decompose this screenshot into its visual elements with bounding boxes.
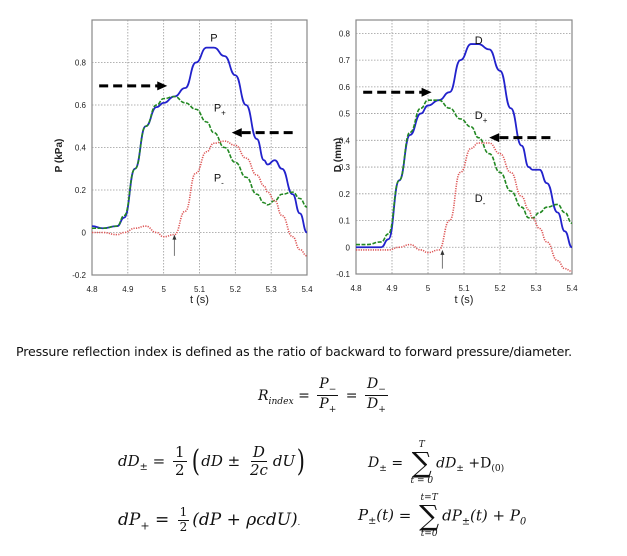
series-line-Dminus — [356, 142, 573, 273]
y-tick-label: -0.2 — [72, 271, 86, 280]
x-tick-label: 5.3 — [530, 284, 542, 293]
x-tick-label: 4.8 — [350, 284, 362, 293]
x-tick-label: 5.4 — [566, 284, 578, 293]
x-tick-label: 5.3 — [266, 285, 278, 294]
rindex-equation: Rindex = P− P+ = D− D+ — [258, 376, 388, 416]
y-tick-label: 0.7 — [339, 56, 351, 65]
y-tick-label: 0.8 — [339, 29, 351, 38]
y-tick-label: 0.1 — [339, 217, 351, 226]
x-tick-label: 5 — [426, 284, 431, 293]
x-tick-label: 5 — [161, 285, 166, 294]
dD-equation: dD± = 1 2(dD ± D 2c dU) — [118, 443, 306, 480]
y-tick-label: 0.4 — [339, 136, 351, 145]
y-tick-label: 0.6 — [75, 101, 87, 110]
dP-equation: dP+ = 1 2 (dP + ρcdU). — [118, 505, 301, 534]
D-sum-equation: D± = T ∑ t = 0 dD± +D(0) — [368, 440, 505, 486]
charts-area: 4.8 4.9 5 5.1 5.2 5.3 5.4 -0.2 0 0.2 0.4 0.6 0.8 P (k… — [54, 19, 578, 306]
series-line-D — [355, 43, 573, 249]
y-tick-label: 0 — [82, 229, 87, 238]
y-tick-label: -0.1 — [336, 270, 350, 279]
y-tick-label: 0.4 — [75, 144, 87, 153]
diameter-chart: 4.8 4.9 5 5.1 5.2 5.3 5.4 -0.1 0 0.1 0.2 0.3 0.4 0.5 0… — [333, 19, 578, 306]
x-axis-label: t (s) — [190, 294, 209, 306]
P-sum-equation: P±(t) = t=T ∑ t=0 dP±(t) + P0 — [358, 493, 527, 539]
arrow-head-icon — [489, 133, 500, 143]
p-ratio: P− P+ — [317, 376, 339, 416]
x-tick-label: 5.2 — [230, 285, 242, 294]
y-tick-label: 0.2 — [75, 186, 87, 195]
x-tick-label: 5.1 — [194, 285, 206, 294]
arrow-head-icon — [440, 249, 445, 255]
x-tick-label: 4.8 — [86, 285, 98, 294]
x-axis-label: t (s) — [455, 294, 474, 306]
arrow-head-icon — [421, 87, 432, 97]
arrow-head-icon — [231, 128, 242, 138]
x-tick-label: 4.9 — [122, 285, 134, 294]
curve-label: P- — [214, 173, 224, 188]
x-tick-label: 5.1 — [458, 284, 470, 293]
curve-label: P+ — [214, 102, 226, 117]
y-tick-label: 0.3 — [339, 163, 351, 172]
rindex-lhs: Rindex — [258, 387, 294, 407]
y-axis-label: D (mm) — [333, 138, 344, 172]
curve-label: D+ — [475, 110, 488, 125]
d-ratio: D− D+ — [364, 376, 388, 416]
y-axis-label: P (kPa) — [54, 139, 65, 173]
description-text: Pressure reflection index is defined as … — [16, 344, 572, 359]
y-tick-label: 0.8 — [75, 59, 87, 68]
x-tick-label: 5.2 — [494, 284, 506, 293]
x-tick-label: 4.9 — [386, 284, 398, 293]
y-tick-label: 0.5 — [339, 110, 351, 119]
series-line-Pminus — [92, 140, 308, 257]
y-tick-label: 0 — [346, 243, 351, 252]
curve-label: D — [475, 35, 483, 47]
x-tick-label: 5.4 — [301, 285, 313, 294]
arrow-head-icon — [157, 81, 168, 91]
y-tick-label: 0.2 — [339, 190, 351, 199]
curve-label: D- — [475, 193, 486, 208]
arrow-head-icon — [172, 234, 177, 240]
curve-label: P — [210, 32, 217, 44]
y-tick-label: 0.6 — [339, 83, 351, 92]
pressure-chart: 4.8 4.9 5 5.1 5.2 5.3 5.4 -0.2 0 0.2 0.4 0.6 0.8 P (k… — [54, 19, 313, 306]
